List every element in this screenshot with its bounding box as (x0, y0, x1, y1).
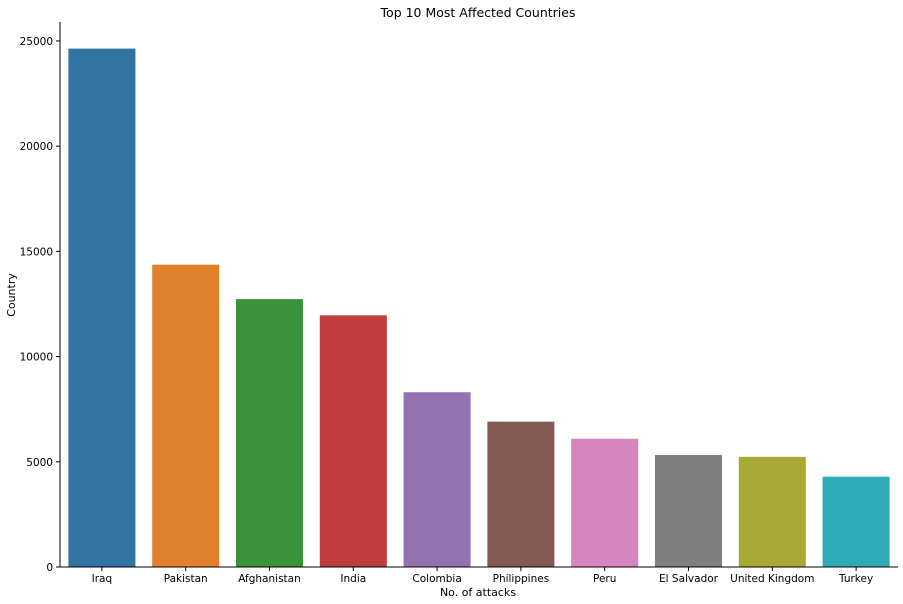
bar-afghanistan (235, 299, 304, 567)
y-tick-label: 0 (46, 562, 53, 574)
y-tick-label: 10000 (20, 352, 53, 364)
x-tick-label: United Kingdom (730, 573, 814, 585)
x-tick-label: Iraq (92, 573, 113, 585)
bars-group (68, 48, 890, 568)
x-axis-label: No. of attacks (440, 586, 516, 599)
bar-turkey (822, 476, 890, 567)
y-tick-label: 25000 (20, 36, 53, 48)
bar-colombia (403, 392, 471, 567)
x-tick-label: Turkey (838, 573, 873, 585)
y-axis-ticks: 0 5000 10000 15000 20000 25000 (20, 36, 60, 574)
x-tick-label: India (340, 573, 366, 585)
bar-pakistan (152, 264, 220, 567)
x-tick-label: El Salvador (659, 573, 719, 585)
chart-title: Top 10 Most Affected Countries (380, 5, 576, 20)
x-tick-label: Colombia (412, 573, 461, 585)
x-tick-label: Afghanistan (238, 573, 301, 585)
bar-philippines (487, 421, 555, 567)
y-tick-label: 20000 (20, 141, 53, 153)
y-tick-label: 5000 (26, 457, 53, 469)
bar-iraq (68, 48, 136, 568)
y-axis-label: Country (5, 273, 18, 317)
bar-el-salvador (654, 455, 723, 567)
y-tick-label: 15000 (20, 246, 53, 258)
bar-united-kingdom (738, 456, 806, 567)
x-axis-ticks: Iraq Pakistan Afghanistan India Colombia Phil… (92, 567, 873, 585)
bar-india (319, 315, 387, 567)
x-tick-label: Peru (593, 573, 616, 585)
x-tick-label: Pakistan (164, 573, 208, 585)
bar-peru (571, 438, 639, 567)
x-tick-label: Philippines (493, 573, 550, 585)
